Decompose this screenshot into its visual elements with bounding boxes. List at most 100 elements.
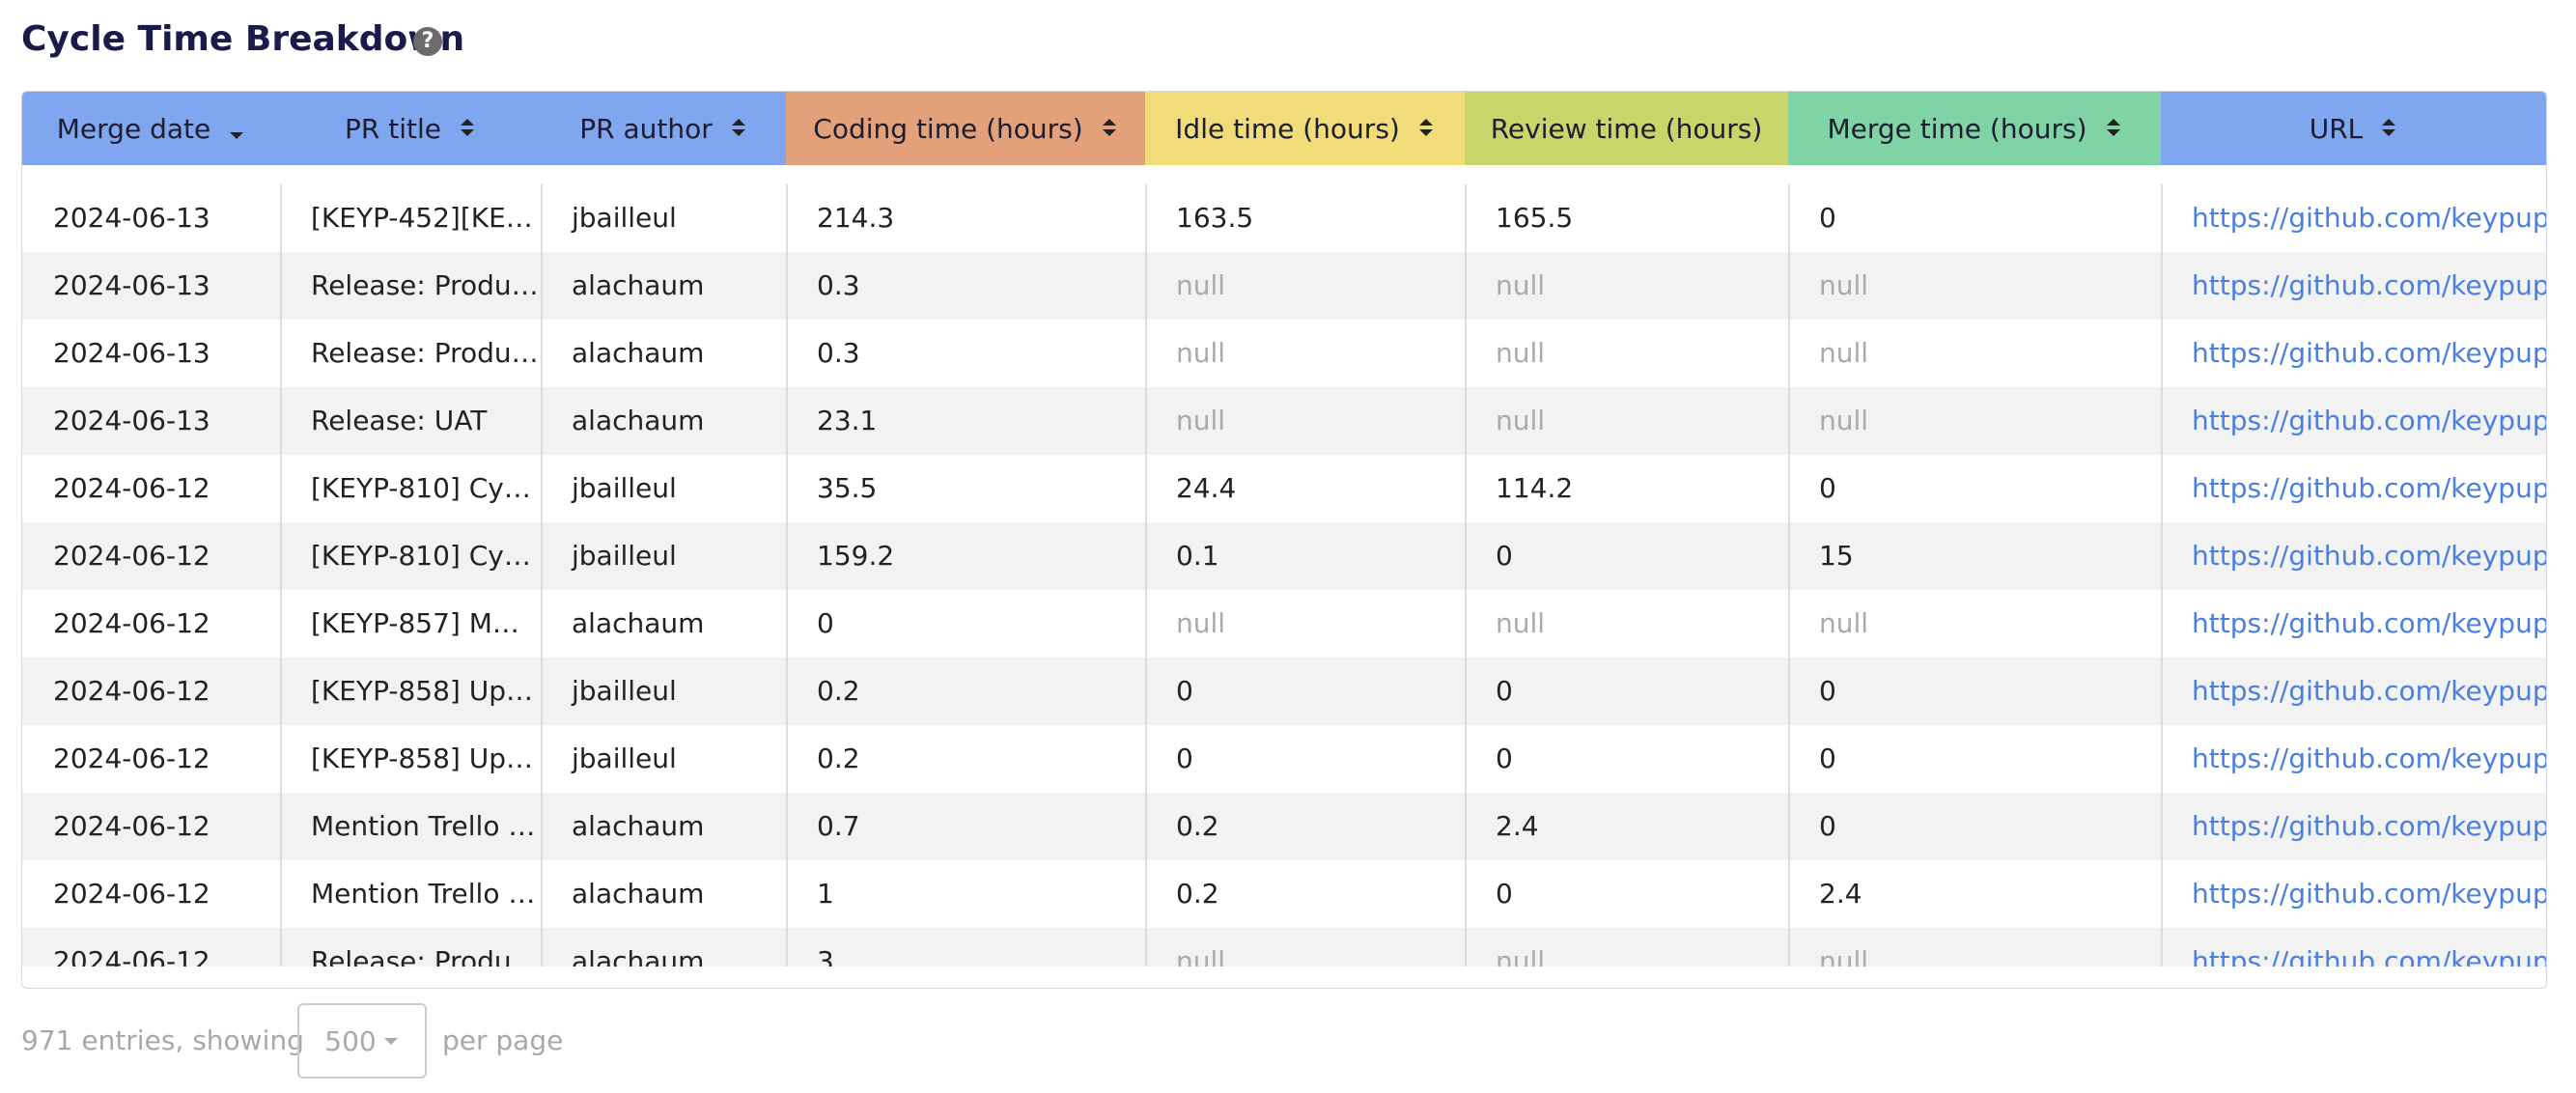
table-cell: 165.5 bbox=[1465, 184, 1788, 252]
table-cell: 0.3 bbox=[786, 252, 1145, 320]
entries-text: 971 entries, showing bbox=[21, 1024, 304, 1056]
table-cell: Release: Produ… bbox=[280, 252, 541, 320]
column-header[interactable]: PR author bbox=[541, 92, 786, 165]
table-cell: 23.1 bbox=[786, 387, 1145, 455]
table-cell: 0.2 bbox=[1145, 793, 1465, 860]
table-cell: null bbox=[1788, 928, 2161, 967]
table-cell: Release: UAT bbox=[280, 387, 541, 455]
table-cell: 1 bbox=[786, 860, 1145, 928]
table-cell: null bbox=[1465, 320, 1788, 387]
header-label: URL bbox=[2309, 112, 2364, 145]
table-cell: [KEYP-858] Up… bbox=[280, 658, 541, 725]
table-cell: 0 bbox=[1465, 658, 1788, 725]
table-cell: 0 bbox=[1788, 793, 2161, 860]
caret bbox=[383, 1038, 398, 1045]
header-label: PR title bbox=[345, 112, 441, 145]
table-cell: [KEYP-858] Up… bbox=[280, 725, 541, 793]
table-cell: 0.1 bbox=[1145, 522, 1465, 590]
table-cell: 2024-06-13 bbox=[53, 405, 210, 436]
url-link[interactable]: https://github.com/keypup- bbox=[2161, 320, 2546, 387]
table-cell: jbailleul bbox=[541, 522, 786, 590]
header-label: Idle time (hours) bbox=[1175, 112, 1400, 145]
table-cell: null bbox=[1788, 387, 2161, 455]
table-cell: 0 bbox=[1788, 725, 2161, 793]
table-cell: 0 bbox=[786, 590, 1145, 658]
url-link[interactable]: https://github.com/keypup- bbox=[2161, 522, 2546, 590]
table-cell: alachaum bbox=[541, 387, 786, 455]
table-cell: null bbox=[1145, 387, 1465, 455]
table-cell: 0 bbox=[1465, 860, 1788, 928]
table-cell: 35.5 bbox=[786, 455, 1145, 522]
url-link[interactable]: https://github.com/keypup- bbox=[2161, 928, 2546, 967]
sort-icon[interactable] bbox=[2105, 117, 2122, 140]
column-header[interactable]: URL bbox=[2161, 92, 2546, 165]
table-cell: 2024-06-12 bbox=[53, 675, 210, 707]
table-cell: 0.2 bbox=[786, 658, 1145, 725]
sort-icon[interactable] bbox=[730, 117, 747, 140]
url-link[interactable]: https://github.com/keypup- bbox=[2161, 860, 2546, 928]
table-cell: 0.3 bbox=[786, 320, 1145, 387]
table-cell: 0.2 bbox=[1145, 860, 1465, 928]
table-cell: alachaum bbox=[541, 252, 786, 320]
page-size: 500 bbox=[324, 1024, 377, 1057]
url-link[interactable]: https://github.com/keypup- bbox=[2161, 252, 2546, 320]
table-cell: jbailleul bbox=[541, 455, 786, 522]
table-cell: 0 bbox=[1788, 184, 2161, 252]
table-cell: alachaum bbox=[541, 590, 786, 658]
page-size-select[interactable]: 500 bbox=[297, 1003, 427, 1079]
table-cell: 15 bbox=[1788, 522, 2161, 590]
per-page-text: per page bbox=[442, 1024, 564, 1056]
url-link[interactable]: https://github.com/keypup- bbox=[2161, 725, 2546, 793]
table-row: 2024-06-12 [KEYP-810] Cy… jbailleul 159.2 0.… bbox=[22, 522, 2546, 590]
url-link[interactable]: https://github.com/keypup- bbox=[2161, 658, 2546, 725]
column-header[interactable]: Coding time (hours) bbox=[786, 92, 1145, 165]
sort-icon[interactable] bbox=[2380, 117, 2397, 140]
table-cell: jbailleul bbox=[541, 725, 786, 793]
table-cell: 2024-06-13 bbox=[53, 269, 210, 301]
sort-icon[interactable] bbox=[1101, 117, 1118, 140]
table-cell: Mention Trello … bbox=[280, 793, 541, 860]
header-label: Merge date bbox=[56, 112, 211, 145]
sort-icon[interactable] bbox=[459, 117, 476, 140]
sort-icon[interactable] bbox=[1417, 117, 1435, 140]
table-row: 2024-06-13 Release: Produ… alachaum 0.3 null… bbox=[22, 252, 2546, 320]
table-cell: 214.3 bbox=[786, 184, 1145, 252]
column-header[interactable]: Review time (hours) bbox=[1465, 92, 1788, 165]
table-cell: null bbox=[1465, 590, 1788, 658]
table-cell: 0.2 bbox=[786, 725, 1145, 793]
url-link[interactable]: https://github.com/keypup- bbox=[2161, 455, 2546, 522]
table-cell: null bbox=[1465, 252, 1788, 320]
table-cell: 0 bbox=[1465, 522, 1788, 590]
url-link[interactable]: https://github.com/keypup- bbox=[2161, 793, 2546, 860]
table-cell: null bbox=[1465, 928, 1788, 967]
table-cell: 159.2 bbox=[786, 522, 1145, 590]
table-cell: jbailleul bbox=[541, 658, 786, 725]
table-cell: 2024-06-12 bbox=[53, 472, 210, 504]
sort-icon[interactable] bbox=[228, 117, 245, 140]
table-row: 2024-06-12 [KEYP-810] Cy… jbailleul 35.5 24.… bbox=[22, 455, 2546, 522]
column-header[interactable]: Merge date bbox=[22, 92, 280, 165]
url-link[interactable]: https://github.com/keypup- bbox=[2161, 590, 2546, 658]
url-link[interactable]: https://github.com/keypup- bbox=[2161, 387, 2546, 455]
header-label: Merge time (hours) bbox=[1827, 112, 2087, 145]
help-icon[interactable]: ? bbox=[413, 27, 442, 56]
table-cell: 0 bbox=[1465, 725, 1788, 793]
table-cell: null bbox=[1145, 928, 1465, 967]
table-cell: jbailleul bbox=[541, 184, 786, 252]
column-header[interactable]: PR title bbox=[280, 92, 541, 165]
title: Cycle Time Breakdown bbox=[21, 19, 465, 59]
table-cell: Release: Produ… bbox=[280, 928, 541, 967]
table-row: 2024-06-13 [KEYP-452][KE… jbailleul 214.3 16… bbox=[22, 184, 2546, 252]
table-cell: 0.7 bbox=[786, 793, 1145, 860]
column-header[interactable]: Merge time (hours) bbox=[1788, 92, 2161, 165]
column-header[interactable]: Idle time (hours) bbox=[1145, 92, 1465, 165]
url-link[interactable]: https://github.com/keypup- bbox=[2161, 184, 2546, 252]
table-cell: Mention Trello … bbox=[280, 860, 541, 928]
table-cell: 2024-06-12 bbox=[53, 540, 210, 572]
table-cell: 163.5 bbox=[1145, 184, 1465, 252]
table-cell: 2024-06-12 bbox=[53, 607, 210, 639]
table-body: 2024-06-13 [KEYP-452][KE… jbailleul 214.3 16… bbox=[22, 165, 2546, 967]
table-cell: null bbox=[1145, 252, 1465, 320]
table-cell: 2024-06-13 bbox=[53, 202, 210, 234]
